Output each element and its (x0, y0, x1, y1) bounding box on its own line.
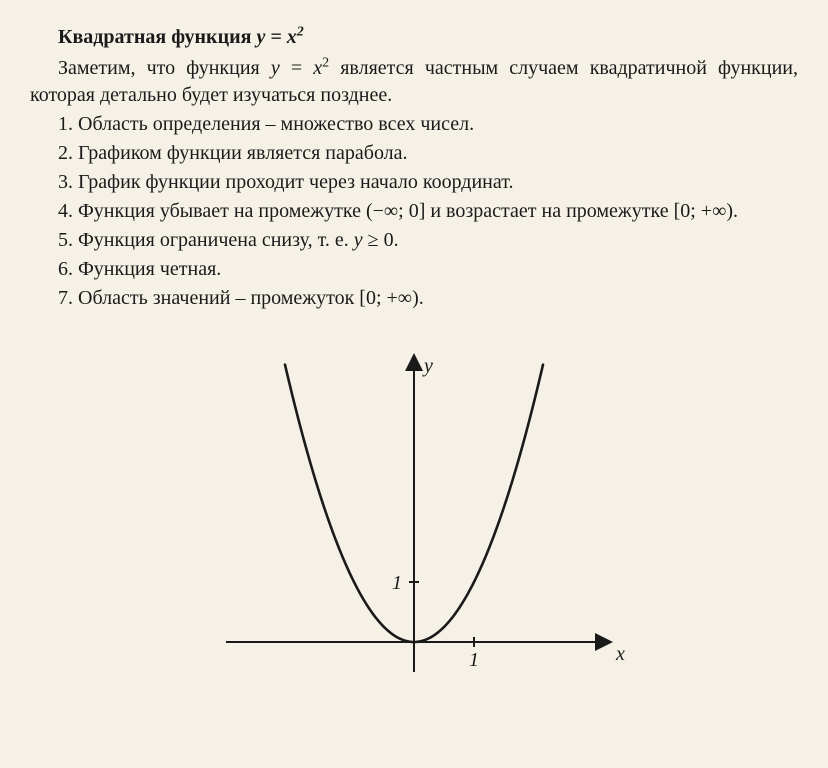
intro-paragraph: Заметим, что функция y = x2 является час… (30, 55, 798, 109)
intro-eq: = (280, 57, 313, 79)
property-7: 7. Область значений – промежуток [0; +∞)… (30, 285, 798, 312)
parabola-chart: y x 1 1 (194, 332, 634, 692)
p5-a: 5. Функция ограничена снизу, т. е. (58, 229, 354, 251)
heading-eq: = (265, 26, 286, 48)
heading: Квадратная функция y = x2 (30, 24, 798, 51)
intro-y: y (271, 57, 280, 79)
heading-prefix: Квадратная функция (58, 26, 256, 48)
property-5: 5. Функция ограничена снизу, т. е. y ≥ 0… (30, 227, 798, 254)
property-1: 1. Область определения – множество всех … (30, 111, 798, 138)
p5-y: y (354, 229, 363, 251)
y-axis-label: y (422, 355, 433, 377)
property-6: 6. Функция четная. (30, 256, 798, 283)
intro-x: x (313, 57, 322, 79)
property-2: 2. Графиком функции является парабола. (30, 140, 798, 167)
x-tick-label: 1 (469, 649, 479, 671)
intro-t1: Заметим, что функция (58, 57, 271, 79)
heading-x: x (287, 26, 297, 48)
heading-exp: 2 (297, 24, 304, 39)
y-tick-label: 1 (392, 572, 402, 594)
chart-container: y x 1 1 (30, 332, 798, 692)
property-3: 3. График функции проходит через начало … (30, 169, 798, 196)
property-4: 4. Функция убывает на промежутке (−∞; 0]… (30, 198, 798, 225)
p5-b: ≥ 0. (363, 229, 399, 251)
heading-y: y (256, 26, 265, 48)
x-axis-label: x (615, 643, 625, 665)
